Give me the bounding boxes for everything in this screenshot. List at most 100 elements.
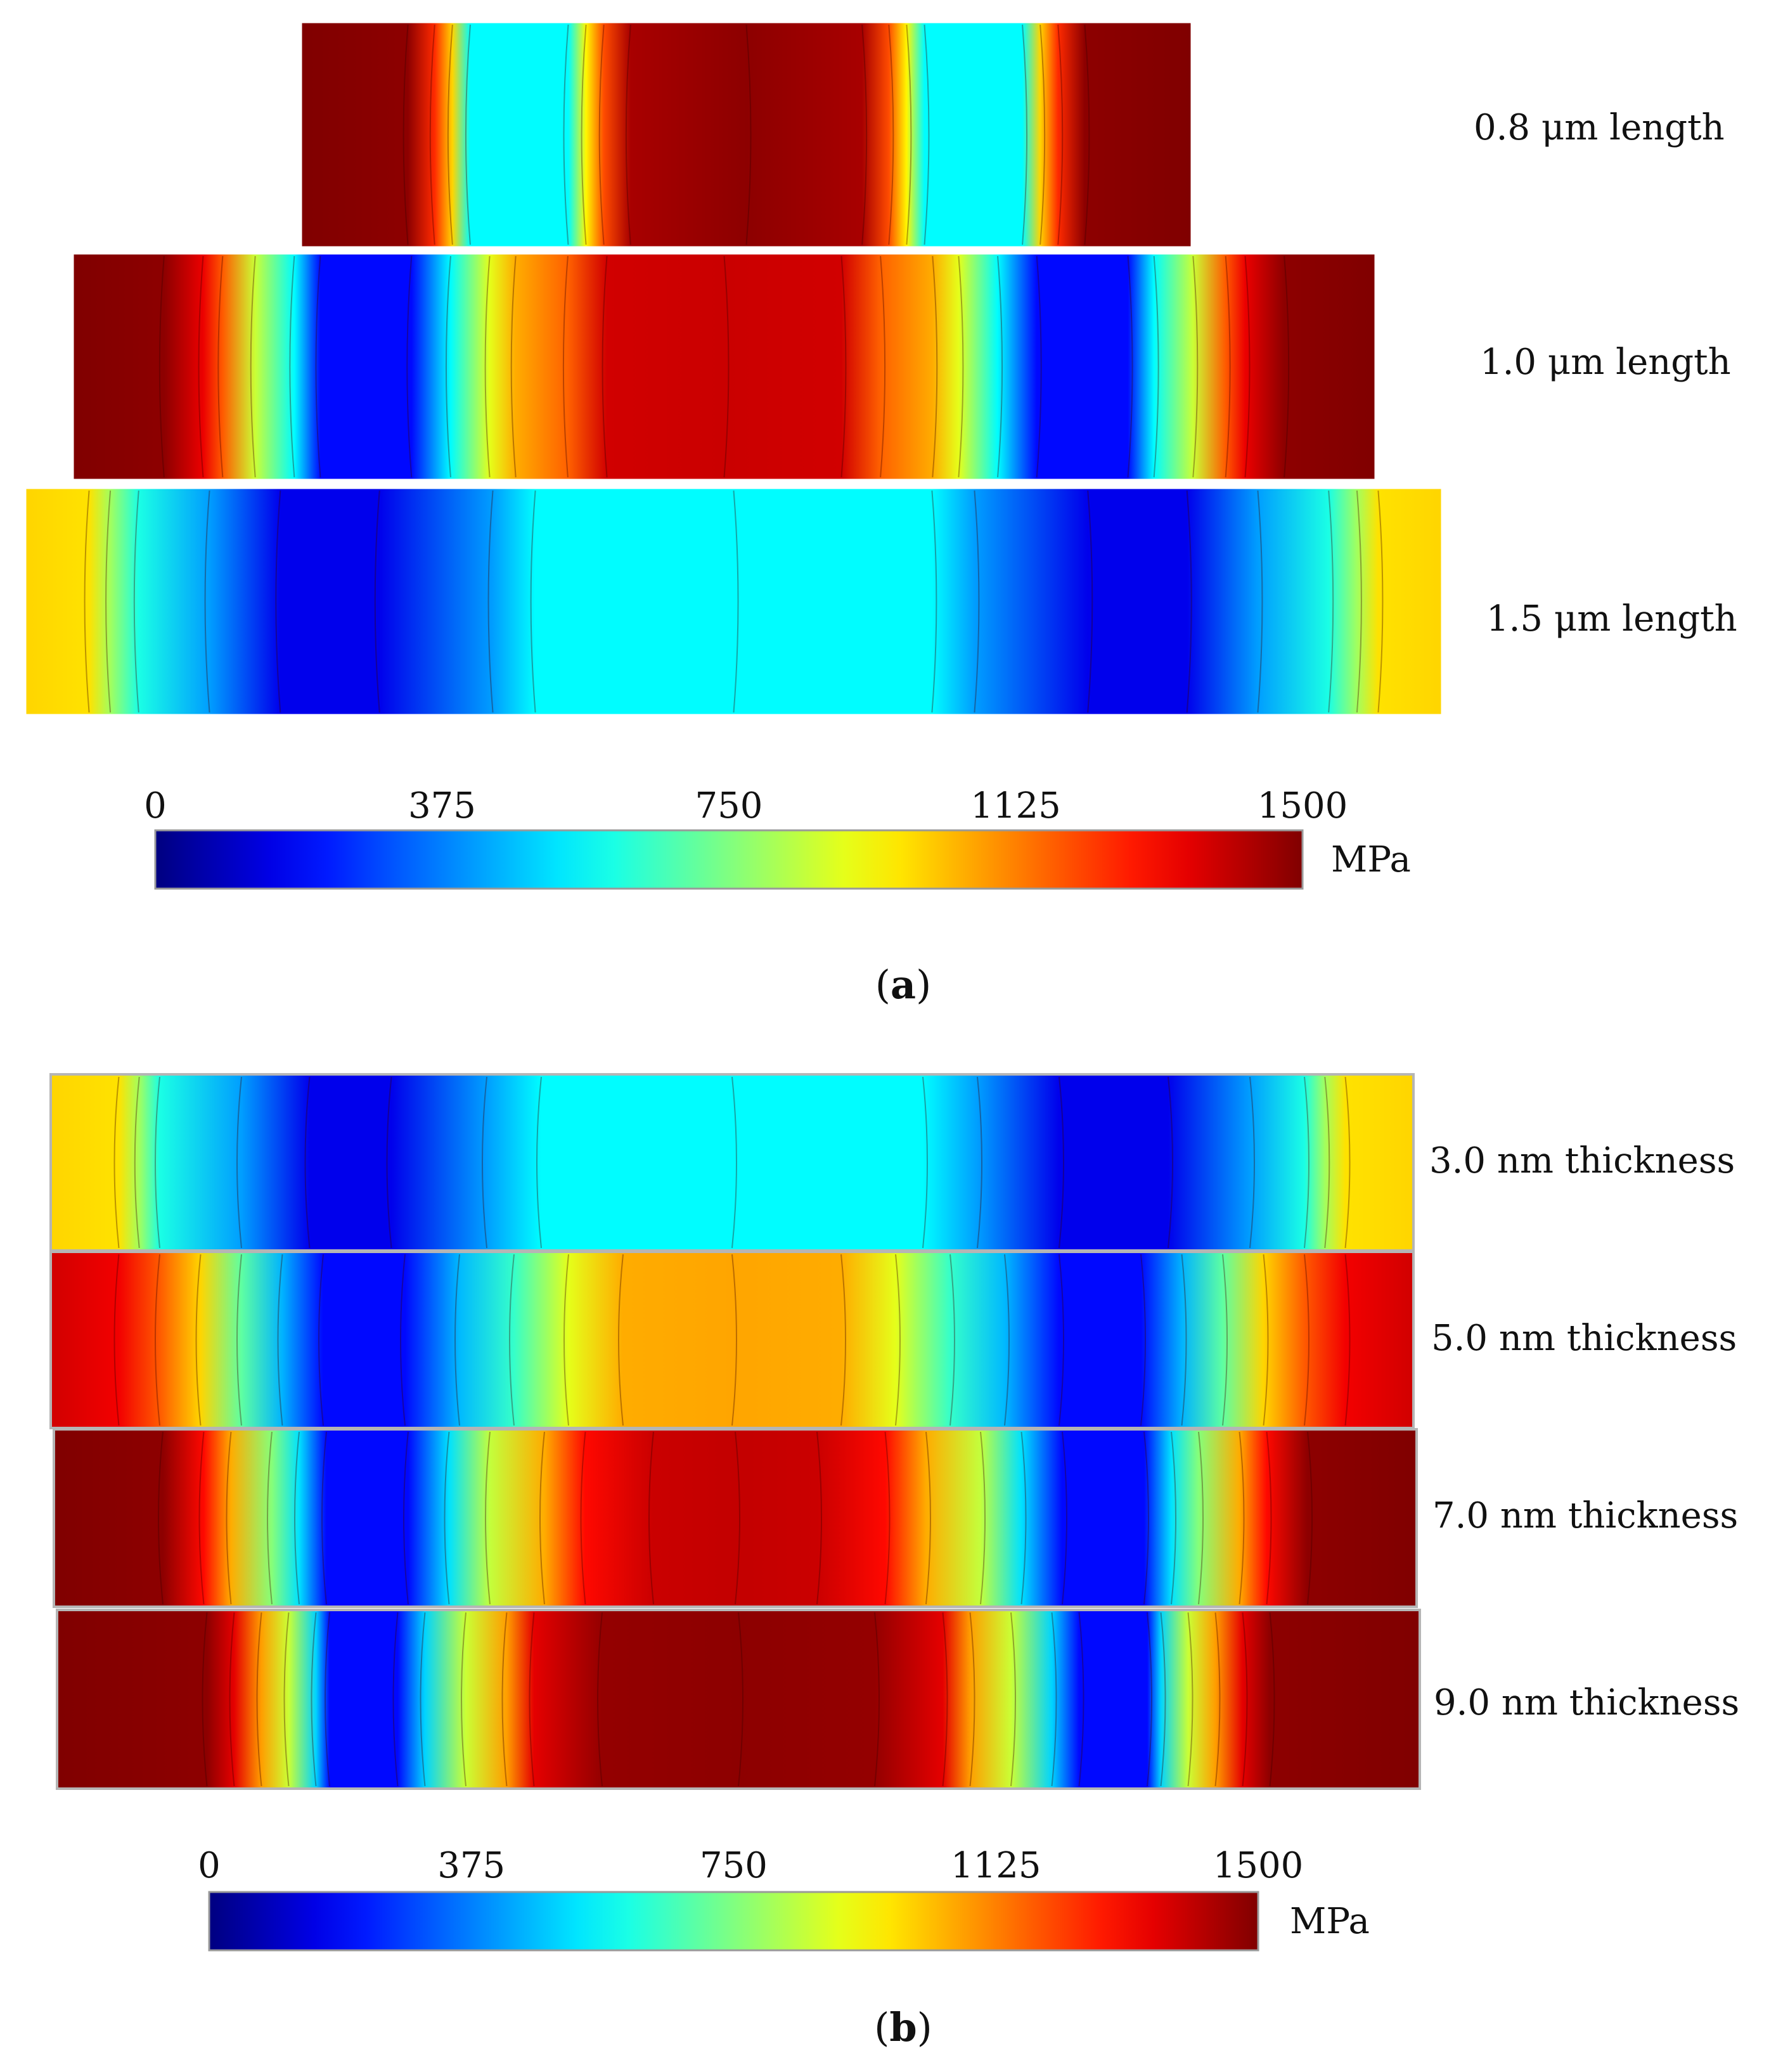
iso-line-a-2-22: [1192, 255, 1199, 478]
iso-line-b-3-11: [580, 1431, 586, 1605]
iso-line-a-1-17: [1084, 24, 1090, 245]
panel-a-field-labels: 0.8 μm length 1.0 μm length 1.5 μm length: [1474, 107, 1737, 640]
iso-line-a-1-1: [402, 24, 409, 245]
iso-line-a-2-2: [198, 255, 204, 478]
contour-lines-b-1: [113, 1076, 1351, 1249]
contour-field-fill-a-2: [72, 252, 1377, 481]
iso-line-b-2-19: [1181, 1254, 1187, 1426]
iso-line-b-3-4: [267, 1431, 273, 1605]
iso-line-b-1-4: [236, 1076, 242, 1249]
iso-line-b-3-15: [884, 1431, 891, 1605]
iso-line-b-4-16: [969, 1612, 975, 1787]
contour-field-fill-b-1: [49, 1073, 1415, 1252]
iso-line-b-1-1: [113, 1076, 120, 1249]
iso-line-b-2-2: [155, 1254, 160, 1426]
field-label-b-3: 7.0 nm thickness: [1432, 1495, 1738, 1536]
iso-line-a-1-11: [888, 24, 894, 245]
iso-line-a-2-9: [484, 255, 491, 478]
iso-line-b-1-10: [922, 1076, 928, 1249]
iso-line-b-1-5: [304, 1076, 311, 1249]
iso-line-b-1-17: [1344, 1076, 1351, 1249]
iso-line-b-2-18: [1140, 1254, 1146, 1426]
iso-line-b-4-1: [202, 1612, 208, 1787]
iso-line-b-3-25: [1307, 1431, 1313, 1605]
iso-line-b-1-12: [1059, 1076, 1064, 1249]
panel-a-colorbar: 0 375 750 1125 1500 MPa: [144, 785, 1411, 890]
iso-line-b-1-3: [155, 1076, 160, 1249]
iso-line-a-2-8: [445, 255, 451, 478]
iso-line-b-1-7: [482, 1076, 487, 1249]
colorbar-b: [208, 1891, 1259, 1952]
contour-field-b-1: [49, 1073, 1415, 1252]
panel-b-field-labels: 3.0 nm thickness 5.0 nm thickness 7.0 nm t…: [1429, 1140, 1739, 1723]
iso-line-b-4-9: [461, 1612, 467, 1787]
field-label-a-1: 0.8 μm length: [1474, 107, 1725, 148]
iso-line-a-1-9: [745, 24, 752, 245]
iso-line-b-3-13: [735, 1431, 740, 1605]
contour-field-fill-b-3: [53, 1428, 1418, 1608]
iso-line-a-2-13: [723, 255, 730, 478]
iso-line-b-2-21: [1263, 1254, 1269, 1426]
iso-line-a-3-4: [204, 490, 210, 713]
iso-line-a-2-23: [1225, 255, 1231, 478]
iso-line-b-3-19: [1062, 1431, 1067, 1605]
iso-line-b-4-3: [256, 1612, 262, 1787]
iso-line-b-2-4: [236, 1254, 242, 1426]
iso-line-b-2-13: [840, 1254, 846, 1426]
iso-line-a-2-17: [958, 255, 964, 478]
iso-line-b-1-13: [1168, 1076, 1173, 1249]
colorbar-a: [154, 829, 1304, 890]
iso-line-a-2-7: [406, 255, 413, 478]
iso-line-a-2-12: [602, 255, 608, 478]
iso-line-b-4-17: [1010, 1612, 1016, 1787]
iso-line-b-4-6: [325, 1612, 330, 1787]
iso-line-a-3-10: [931, 490, 937, 713]
iso-line-b-4-11: [529, 1612, 535, 1787]
iso-line-b-2-16: [1004, 1254, 1010, 1426]
iso-line-a-2-20: [1127, 255, 1133, 478]
colorbar-tick-label-b-2: 750: [700, 1845, 768, 1886]
panel-a-fields: [24, 21, 1443, 716]
panel-b-colorbar: 0 375 750 1125 1500 MPa: [198, 1845, 1370, 1952]
iso-line-b-3-3: [226, 1431, 232, 1605]
iso-line-a-2-10: [510, 255, 517, 478]
field-label-b-4: 9.0 nm thickness: [1434, 1682, 1739, 1723]
iso-line-a-2-5: [289, 255, 295, 478]
iso-line-b-4-22: [1187, 1612, 1194, 1787]
iso-line-a-3-14: [1257, 490, 1263, 713]
iso-line-a-3-15: [1328, 490, 1334, 713]
iso-line-a-1-13: [923, 24, 930, 245]
contour-field-fill-b-2: [49, 1251, 1415, 1429]
iso-line-b-4-12: [597, 1612, 603, 1787]
field-label-b-2: 5.0 nm thickness: [1431, 1318, 1737, 1359]
iso-line-a-2-11: [562, 255, 569, 478]
iso-line-b-1-11: [977, 1076, 982, 1249]
iso-line-b-3-17: [980, 1431, 986, 1605]
iso-line-b-3-6: [321, 1431, 327, 1605]
iso-line-a-3-6: [374, 490, 380, 713]
colorbar-tick-label-b-3: 1125: [951, 1845, 1041, 1886]
iso-line-a-2-3: [217, 255, 224, 478]
iso-line-a-3-11: [974, 490, 980, 713]
contour-field-fill-a-3: [24, 487, 1443, 716]
iso-line-b-4-24: [1242, 1612, 1248, 1787]
iso-line-a-2-16: [932, 255, 938, 478]
contour-field-a-1: [300, 21, 1193, 248]
iso-line-a-1-14: [1022, 24, 1028, 245]
iso-line-b-2-15: [949, 1254, 955, 1426]
iso-line-a-2-24: [1244, 255, 1251, 478]
colorbar-tick-label-b-4: 1500: [1213, 1845, 1304, 1886]
iso-line-a-1-4: [465, 24, 471, 245]
contour-field-b-3: [53, 1428, 1418, 1608]
iso-line-a-3-17: [1377, 490, 1384, 713]
iso-line-b-2-20: [1222, 1254, 1228, 1426]
field-label-b-1: 3.0 nm thickness: [1429, 1140, 1735, 1181]
iso-line-a-2-14: [840, 255, 847, 478]
field-label-a-2: 1.0 μm length: [1480, 342, 1731, 383]
iso-line-b-3-14: [816, 1431, 822, 1605]
iso-line-b-4-7: [392, 1612, 399, 1787]
iso-line-a-1-3: [447, 24, 453, 245]
iso-line-b-4-4: [283, 1612, 290, 1787]
contour-field-b-2: [49, 1251, 1415, 1429]
